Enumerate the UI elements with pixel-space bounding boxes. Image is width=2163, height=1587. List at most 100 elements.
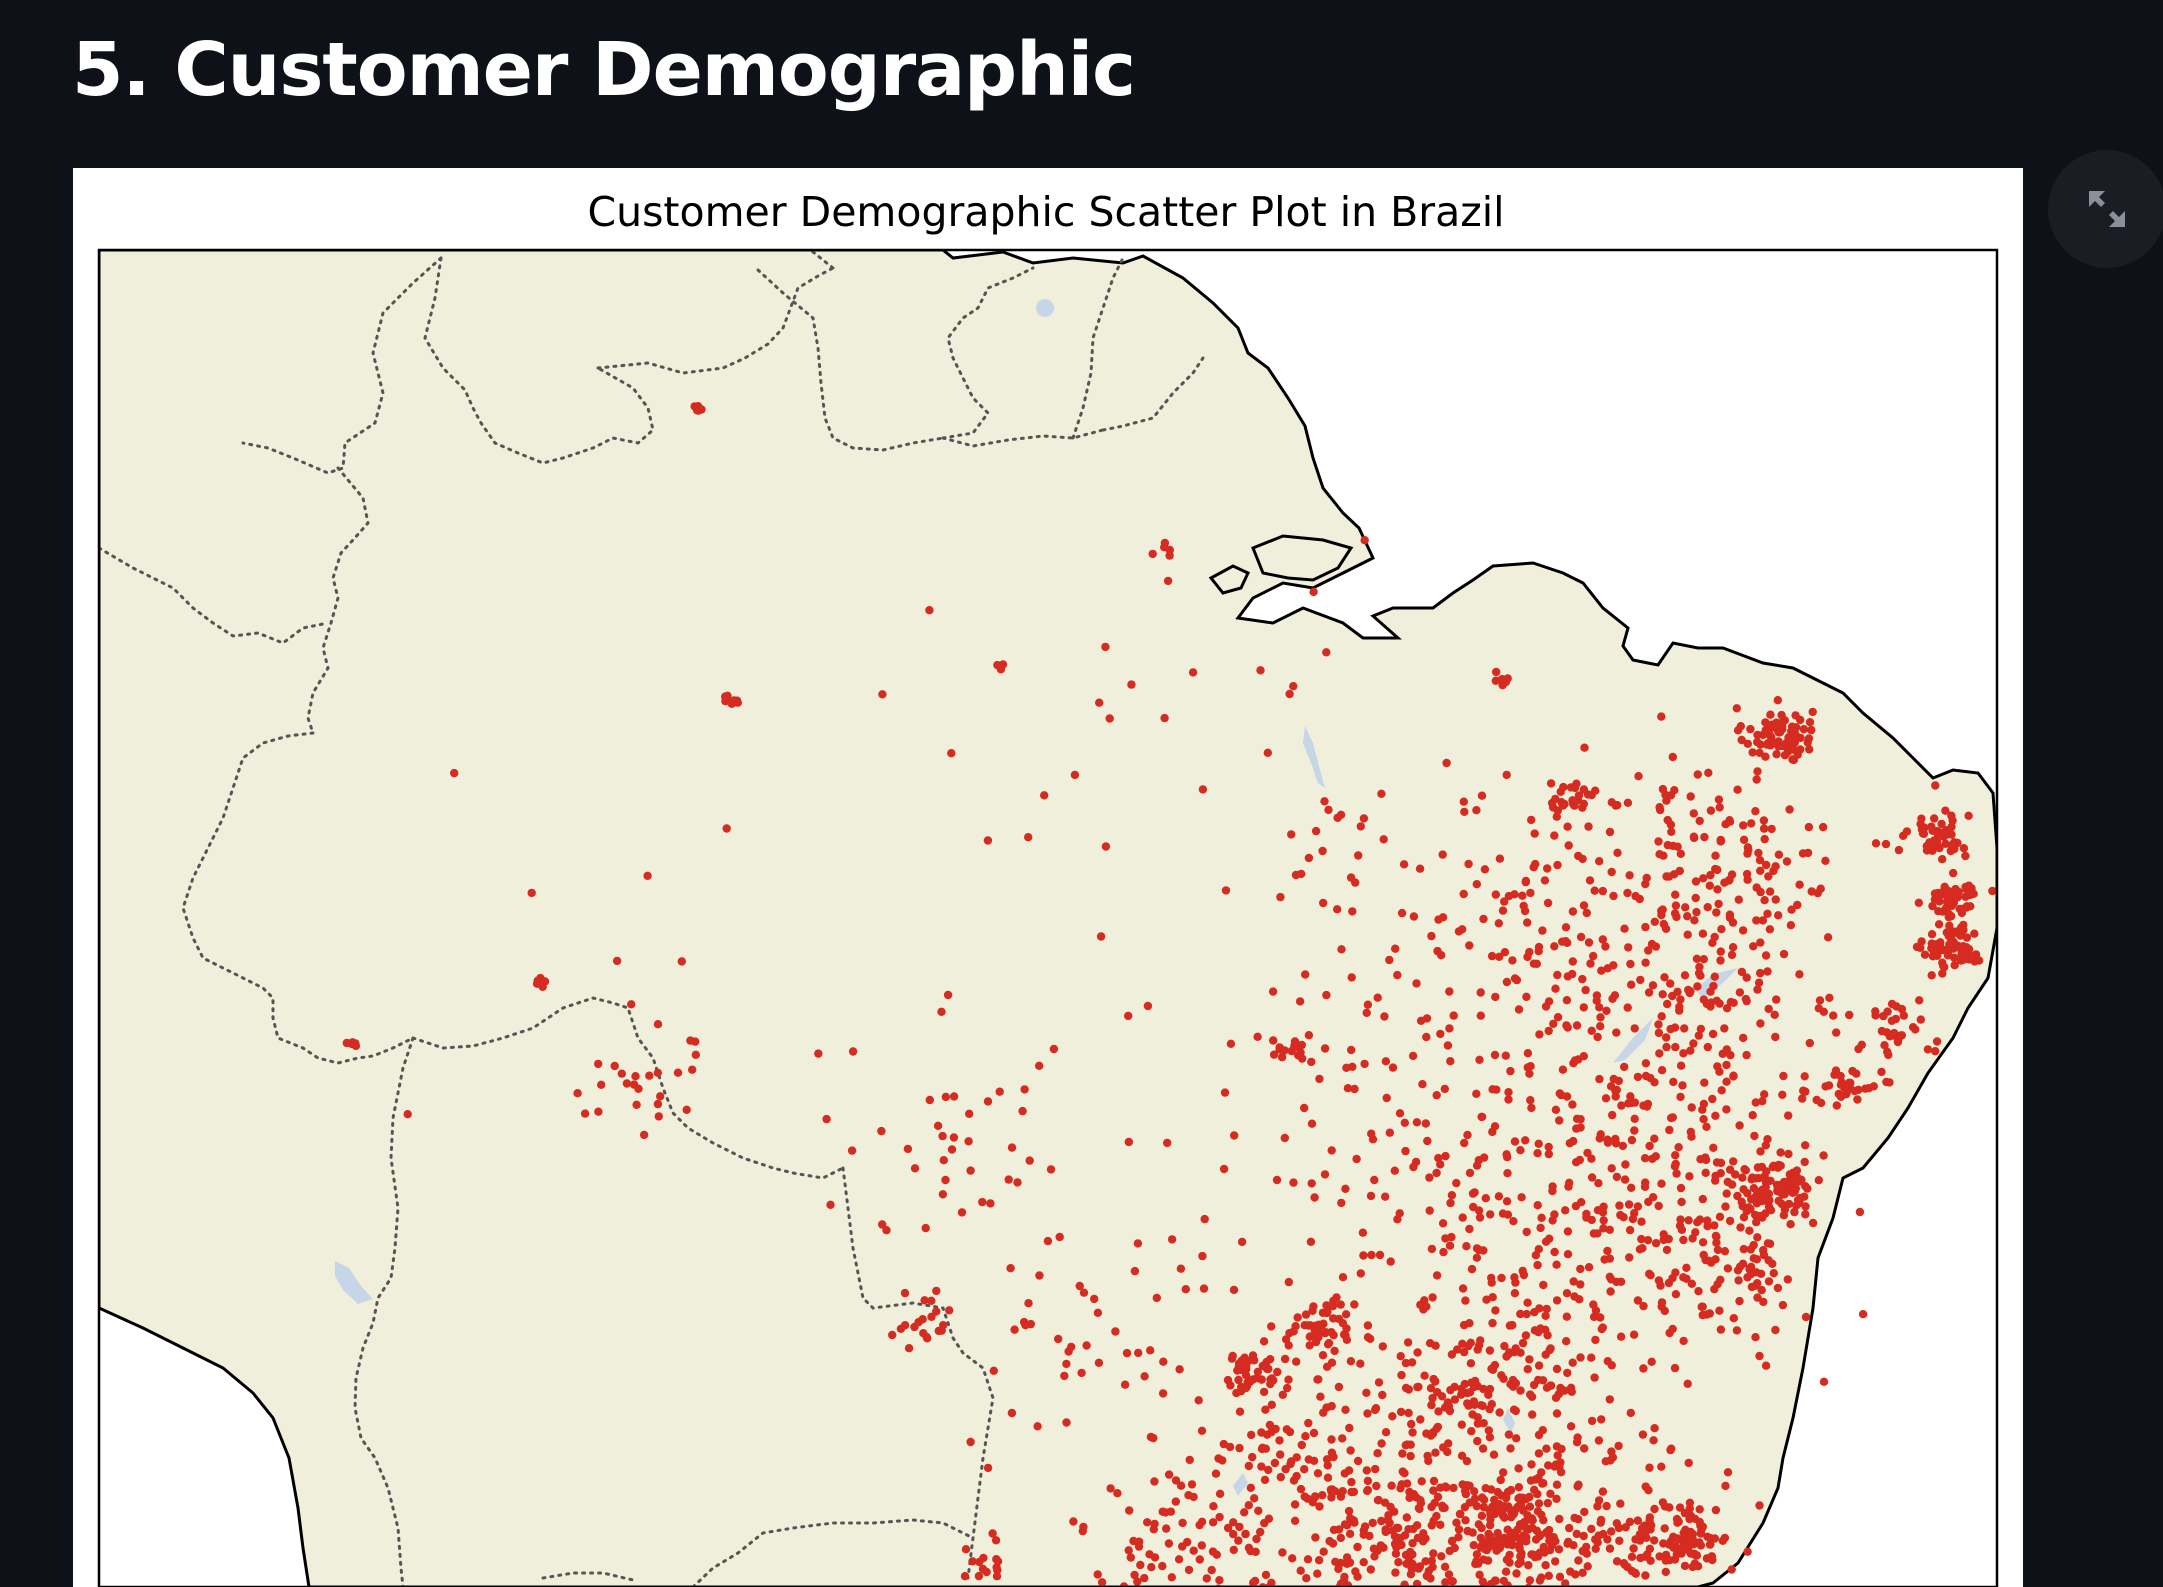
customer-point xyxy=(1695,816,1704,826)
customer-point xyxy=(1380,1012,1389,1021)
customer-point xyxy=(1699,955,1709,964)
customer-point xyxy=(1025,1156,1034,1165)
customer-point xyxy=(995,1087,1004,1096)
customer-point xyxy=(1630,1098,1640,1107)
customer-point xyxy=(1599,1224,1608,1233)
customer-point xyxy=(1931,781,1940,790)
customer-point xyxy=(1555,1514,1564,1524)
customer-point xyxy=(1477,1511,1487,1521)
customer-point xyxy=(1640,1182,1650,1191)
customer-point xyxy=(1587,1154,1596,1163)
customer-point xyxy=(1362,1466,1372,1475)
customer-point xyxy=(1040,791,1049,800)
customer-point xyxy=(1745,1226,1754,1235)
customer-point xyxy=(1608,1453,1618,1462)
customer-point xyxy=(1690,1514,1700,1524)
customer-point xyxy=(1524,1561,1533,1570)
customer-point xyxy=(1446,1385,1455,1395)
customer-point xyxy=(1406,1440,1415,1449)
customer-point xyxy=(1434,1153,1443,1163)
customer-point xyxy=(1700,832,1709,842)
customer-point xyxy=(1684,1458,1693,1468)
customer-point xyxy=(1661,924,1671,933)
fullscreen-button[interactable] xyxy=(2048,150,2163,268)
customer-point xyxy=(1929,839,1938,849)
chart-title: Customer Demographic Scatter Plot in Bra… xyxy=(587,188,1504,236)
customer-point xyxy=(610,1061,619,1071)
customer-point xyxy=(1149,1433,1158,1443)
customer-point xyxy=(1362,1388,1371,1398)
customer-point xyxy=(1346,1357,1356,1366)
customer-point xyxy=(1717,1086,1726,1095)
customer-point xyxy=(1095,698,1104,707)
customer-point xyxy=(1749,942,1758,951)
customer-point xyxy=(1534,1499,1544,1508)
customer-point xyxy=(1396,1407,1406,1417)
customer-point xyxy=(1494,1192,1504,1201)
customer-point xyxy=(1739,821,1748,830)
customer-point xyxy=(1486,1485,1496,1494)
customer-point xyxy=(1644,946,1653,955)
customer-point xyxy=(1461,1516,1470,1525)
customer-point xyxy=(1639,1364,1648,1373)
customer-point xyxy=(1130,1266,1140,1276)
customer-point xyxy=(1695,1505,1704,1514)
customer-point xyxy=(1220,1088,1230,1097)
customer-point xyxy=(1256,666,1265,675)
customer-point xyxy=(627,1000,636,1009)
customer-point xyxy=(1467,1264,1477,1274)
customer-point xyxy=(1309,587,1318,597)
customer-point xyxy=(1429,1486,1438,1495)
customer-point xyxy=(1776,1148,1785,1157)
customer-point xyxy=(1646,1556,1655,1565)
customer-point xyxy=(1270,1458,1280,1468)
customer-point xyxy=(1698,1310,1707,1320)
customer-point xyxy=(1682,1274,1691,1284)
customer-point xyxy=(1595,1003,1604,1012)
customer-point xyxy=(1710,1221,1719,1230)
customer-point xyxy=(1798,1094,1807,1103)
customer-point xyxy=(1869,1082,1879,1091)
customer-point xyxy=(1473,1381,1482,1391)
customer-point xyxy=(1551,794,1560,804)
customer-point xyxy=(1133,1239,1143,1248)
customer-point xyxy=(1093,1308,1103,1318)
customer-point xyxy=(1388,1412,1397,1421)
customer-point xyxy=(1699,995,1709,1004)
customer-point xyxy=(847,1146,857,1155)
customer-point xyxy=(1445,1024,1454,1033)
customer-point xyxy=(1917,937,1926,946)
customer-point xyxy=(1935,890,1944,900)
customer-point xyxy=(1578,854,1587,864)
customer-point xyxy=(1716,947,1726,956)
customer-point xyxy=(1685,988,1695,998)
customer-point xyxy=(1534,1361,1544,1370)
customer-point xyxy=(1670,1162,1680,1171)
land-mass xyxy=(99,250,1997,1587)
customer-point xyxy=(1587,1353,1596,1362)
customer-point xyxy=(1758,916,1768,925)
customer-point xyxy=(1701,1168,1710,1177)
customer-point xyxy=(1124,1011,1133,1021)
customer-point xyxy=(1236,1386,1246,1396)
customer-point xyxy=(1538,926,1547,935)
customer-point xyxy=(1836,1071,1845,1081)
customer-point xyxy=(1591,1335,1600,1345)
customer-point xyxy=(1928,901,1937,911)
customer-point xyxy=(1688,1234,1697,1243)
customer-point xyxy=(1655,803,1664,812)
customer-point xyxy=(1079,1288,1089,1297)
customer-point xyxy=(1657,1066,1667,1075)
customer-point xyxy=(1322,1403,1331,1412)
customer-point xyxy=(1465,1224,1474,1234)
customer-point xyxy=(1563,1539,1572,1548)
customer-point xyxy=(1304,1031,1314,1040)
customer-point xyxy=(1140,1372,1149,1381)
customer-point xyxy=(1269,1036,1278,1045)
customer-point xyxy=(1237,1237,1247,1247)
axes-frame xyxy=(97,248,1999,1587)
customer-point xyxy=(1779,949,1789,959)
customer-point xyxy=(1535,1576,1545,1585)
customer-point xyxy=(1663,999,1672,1009)
customer-point xyxy=(1576,1264,1585,1274)
